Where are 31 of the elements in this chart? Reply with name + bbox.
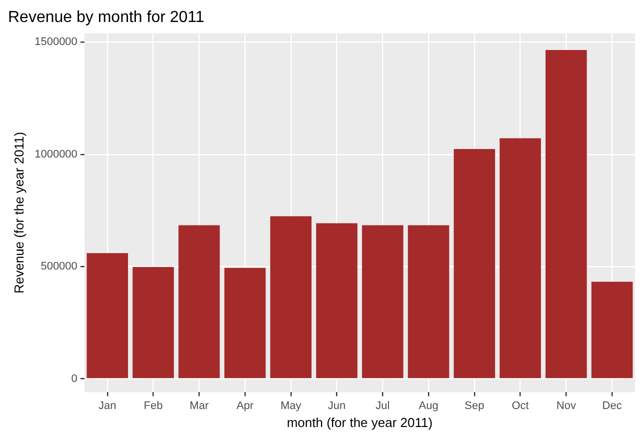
bar [86,253,128,378]
bar [224,268,266,378]
bar [270,216,312,378]
x-tick-label: Sep [464,400,484,412]
y-tick-label: 500000 [40,260,78,273]
chart-title: Revenue by month for 2011 [8,9,204,26]
bar [178,225,220,378]
x-tick-label: Dec [602,400,622,412]
y-axis-title: Revenue (for the year 2011) [11,132,26,294]
x-tick-label: May [280,400,302,412]
x-tick-label: Nov [556,400,576,412]
bar [316,223,358,378]
bar [408,225,450,378]
x-tick-label: Jun [328,400,346,412]
x-tick-label: Aug [418,400,438,412]
bar [362,225,404,378]
x-tick-label: Apr [236,400,254,412]
y-tick-label: 1500000 [34,36,78,48]
bar [132,267,174,378]
x-tick-label: Mar [190,400,209,412]
bar [500,138,541,378]
bar [546,50,587,378]
x-tick-label: Feb [144,400,163,412]
x-tick-label: Jan [98,400,116,412]
y-tick-label: 1000000 [34,148,78,160]
bar [591,282,633,378]
bar [454,148,496,378]
x-tick-label: Oct [512,400,529,412]
y-tick-label: 0 [71,372,78,385]
x-axis-title: month (for the year 2011) [286,414,433,430]
x-tick-label: Jul [376,400,390,412]
